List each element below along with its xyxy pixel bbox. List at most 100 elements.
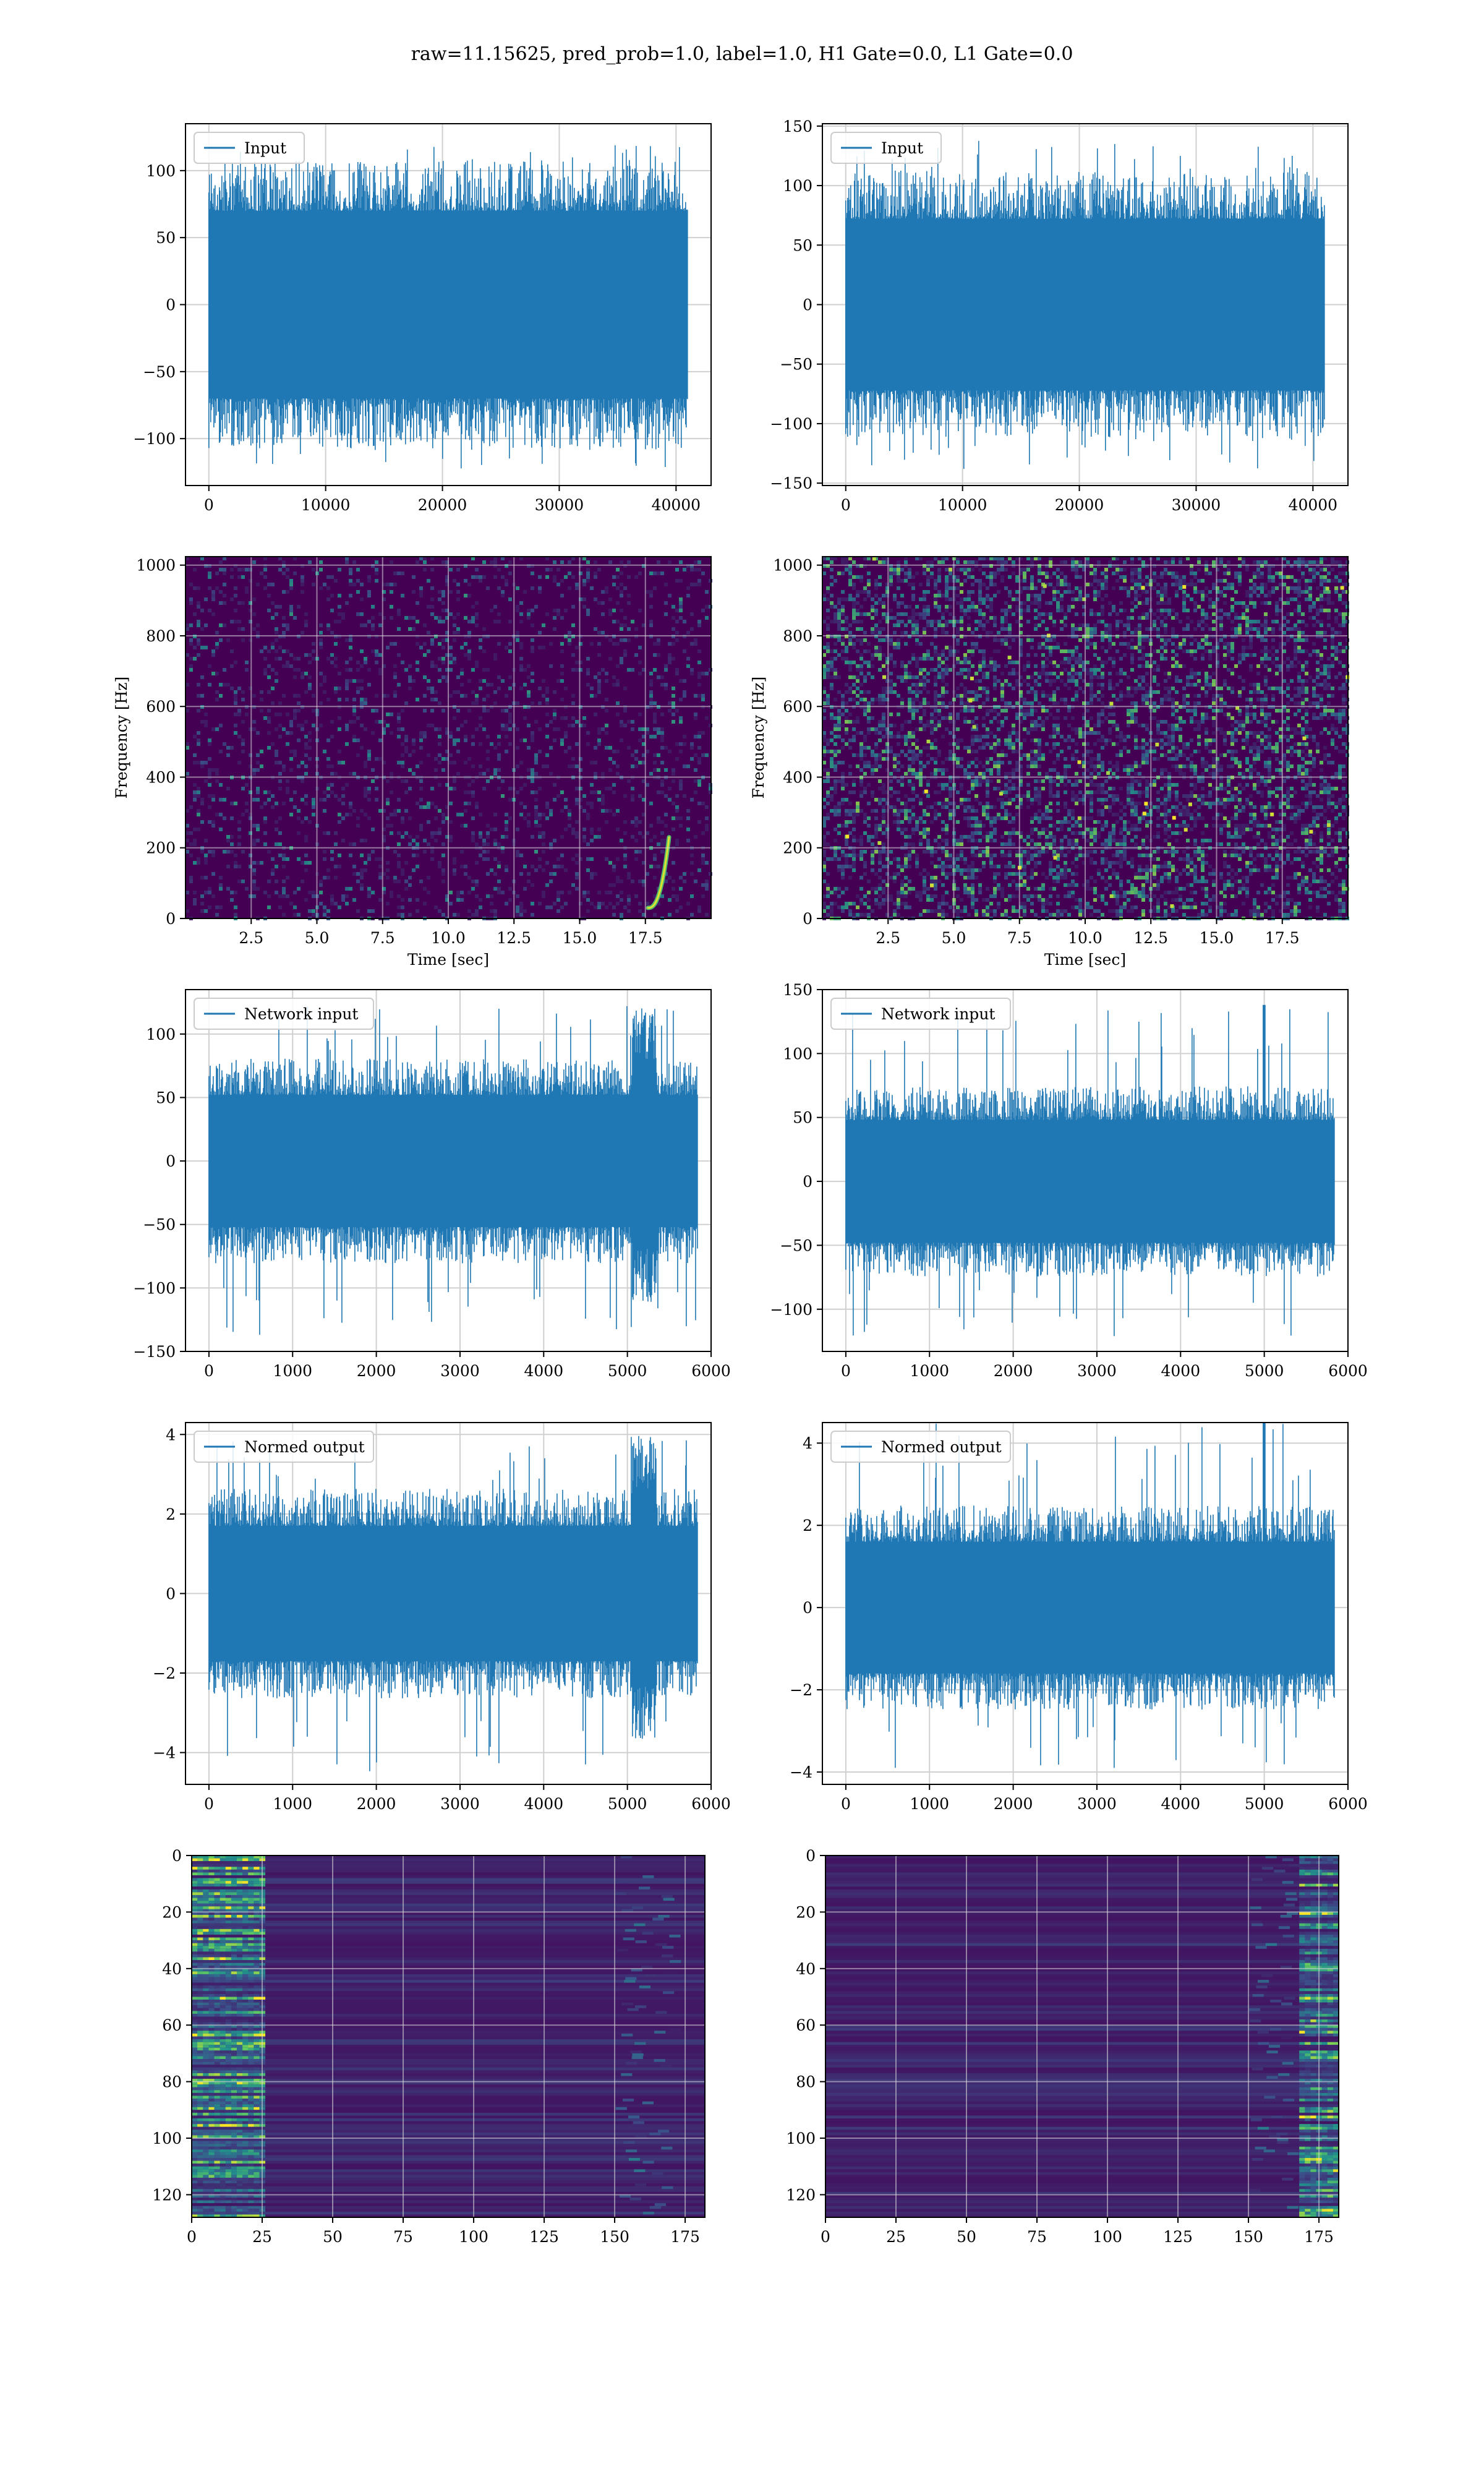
y-tick-label: 800: [783, 627, 812, 645]
signal-band: [208, 231, 688, 378]
y-tick-label: 20: [162, 1903, 182, 1921]
y-tick-label: 50: [793, 1109, 812, 1127]
y-tick-label: −100: [770, 415, 812, 433]
x-tick-label: 1000: [273, 1795, 312, 1813]
y-tick-label: 1000: [773, 557, 812, 575]
x-tick-label: 5000: [608, 1362, 647, 1380]
legend-box: [830, 1431, 1011, 1463]
y-tick-label: 100: [146, 1025, 176, 1043]
x-tick-label: 0: [204, 496, 214, 514]
y-tick-label: 100: [783, 177, 812, 195]
x-tick-label: 3000: [1077, 1795, 1117, 1813]
y-tick-label: 0: [166, 1152, 176, 1170]
x-tick-label: 175: [1304, 2228, 1334, 2246]
figure-title: raw=11.15625, pred_prob=1.0, label=1.0, …: [411, 43, 1073, 65]
spectrogram-right-panel: 2.5 5.0 7.5 10.0 12.5 15.0 17.5 0 200 400 600 800 10…: [749, 556, 1350, 969]
x-tick-label: 12.5: [1133, 929, 1168, 947]
x-tick-label: 3000: [1077, 1362, 1117, 1380]
normed-output-left-panel: 0 1000 2000 3000 4000 5000 6000 −4 −2 0 2 4 Normed o…: [153, 1422, 731, 1813]
x-tick-label: 75: [1027, 2228, 1047, 2246]
input-left-panel: 0 10000 20000 30000 40000 −100 −50 0 50 100 Input: [133, 123, 712, 514]
y-tick-label: 0: [166, 1585, 176, 1603]
y-tick-label: 50: [793, 236, 812, 254]
x-tick-label: 150: [600, 2228, 629, 2246]
y-tick-label: −100: [770, 1301, 812, 1319]
x-tick-label: 30000: [1172, 496, 1221, 514]
y-tick-label: −150: [133, 1343, 176, 1361]
x-tick-label: 2000: [994, 1362, 1033, 1380]
x-tick-label: 1000: [273, 1362, 312, 1380]
x-tick-label: 17.5: [1265, 929, 1300, 947]
y-tick-label: 0: [803, 910, 812, 928]
y-tick-label: −100: [133, 1279, 176, 1297]
y-tick-label: 800: [146, 627, 176, 645]
features-right-panel: 0 25 50 75 100 125 150 175 0 20 40 60 80 100 120: [786, 1847, 1339, 2246]
x-tick-label: 4000: [524, 1362, 563, 1380]
x-tick-label: 4000: [1161, 1362, 1200, 1380]
x-tick-label: 7.5: [1007, 929, 1032, 947]
y-tick-label: 150: [783, 118, 812, 135]
x-tick-label: 12.5: [497, 929, 531, 947]
signal-band: [845, 1133, 1334, 1230]
x-tick-label: 3000: [440, 1795, 480, 1813]
y-tick-label: 1000: [136, 557, 176, 575]
y-tick-label: 0: [803, 1173, 812, 1191]
x-tick-label: 25: [252, 2228, 272, 2246]
x-tick-label: 30000: [535, 496, 584, 514]
axes-frame: [185, 556, 712, 919]
axes-frame: [822, 556, 1349, 919]
legend: Network input: [830, 998, 1011, 1030]
heatmap-cells: [192, 1856, 705, 2218]
legend-box: [830, 998, 1011, 1030]
y-tick-label: −50: [780, 356, 812, 374]
y-tick-label: 200: [783, 839, 812, 857]
heatmap-cells: [822, 557, 1350, 920]
axes-frame: [185, 989, 712, 1352]
y-tick-label: −4: [790, 1763, 812, 1781]
y-tick-label: 2: [166, 1505, 176, 1523]
y-tick-label: 120: [786, 2186, 816, 2204]
x-tick-label: 4000: [524, 1795, 563, 1813]
y-tick-label: 40: [162, 1960, 182, 1978]
x-tick-label: 2.5: [876, 929, 900, 947]
y-tick-label: −4: [153, 1744, 176, 1762]
normed-output-right-panel: 0 1000 2000 3000 4000 5000 6000 −4 −2 0 2 4 Normed o…: [790, 1422, 1368, 1813]
y-tick-label: 50: [156, 229, 176, 247]
x-tick-label: 0: [204, 1362, 214, 1380]
y-tick-label: −150: [770, 474, 812, 492]
legend-box: [194, 1431, 374, 1463]
x-tick-label: 15.0: [563, 929, 597, 947]
x-tick-label: 17.5: [628, 929, 663, 947]
y-tick-label: 0: [806, 1847, 816, 1865]
x-tick-label: 20000: [418, 496, 467, 514]
signal-band: [845, 1556, 1334, 1659]
x-tick-label: 5000: [608, 1795, 647, 1813]
signal-band: [845, 238, 1324, 372]
x-tick-label: 1000: [910, 1362, 949, 1380]
y-tick-label: 100: [786, 2129, 816, 2147]
x-tick-label: 1000: [910, 1795, 949, 1813]
y-tick-label: −100: [133, 430, 176, 448]
y-tick-label: 40: [796, 1960, 816, 1978]
x-tick-label: 6000: [1328, 1362, 1368, 1380]
x-tick-label: 0: [821, 2228, 830, 2246]
y-tick-label: −2: [153, 1664, 176, 1682]
y-tick-label: 0: [172, 1847, 182, 1865]
x-tick-label: 10.0: [1068, 929, 1102, 947]
axes-frame: [822, 1422, 1349, 1785]
x-tick-label: 5000: [1245, 1795, 1284, 1813]
x-tick-label: 0: [841, 1362, 851, 1380]
y-tick-label: 0: [803, 296, 812, 314]
axes-frame: [825, 1855, 1339, 2218]
x-tick-label: 25: [886, 2228, 906, 2246]
y-tick-label: 0: [166, 910, 176, 928]
legend-label: Normed output: [881, 1438, 1002, 1456]
heatmap-cells: [825, 1856, 1339, 2218]
x-tick-label: 5000: [1245, 1362, 1284, 1380]
y-tick-label: 600: [146, 698, 176, 716]
x-axis-label: Time [sec]: [1044, 951, 1126, 969]
x-tick-label: 6000: [691, 1795, 731, 1813]
x-tick-label: 2.5: [239, 929, 263, 947]
x-tick-label: 0: [841, 496, 851, 514]
